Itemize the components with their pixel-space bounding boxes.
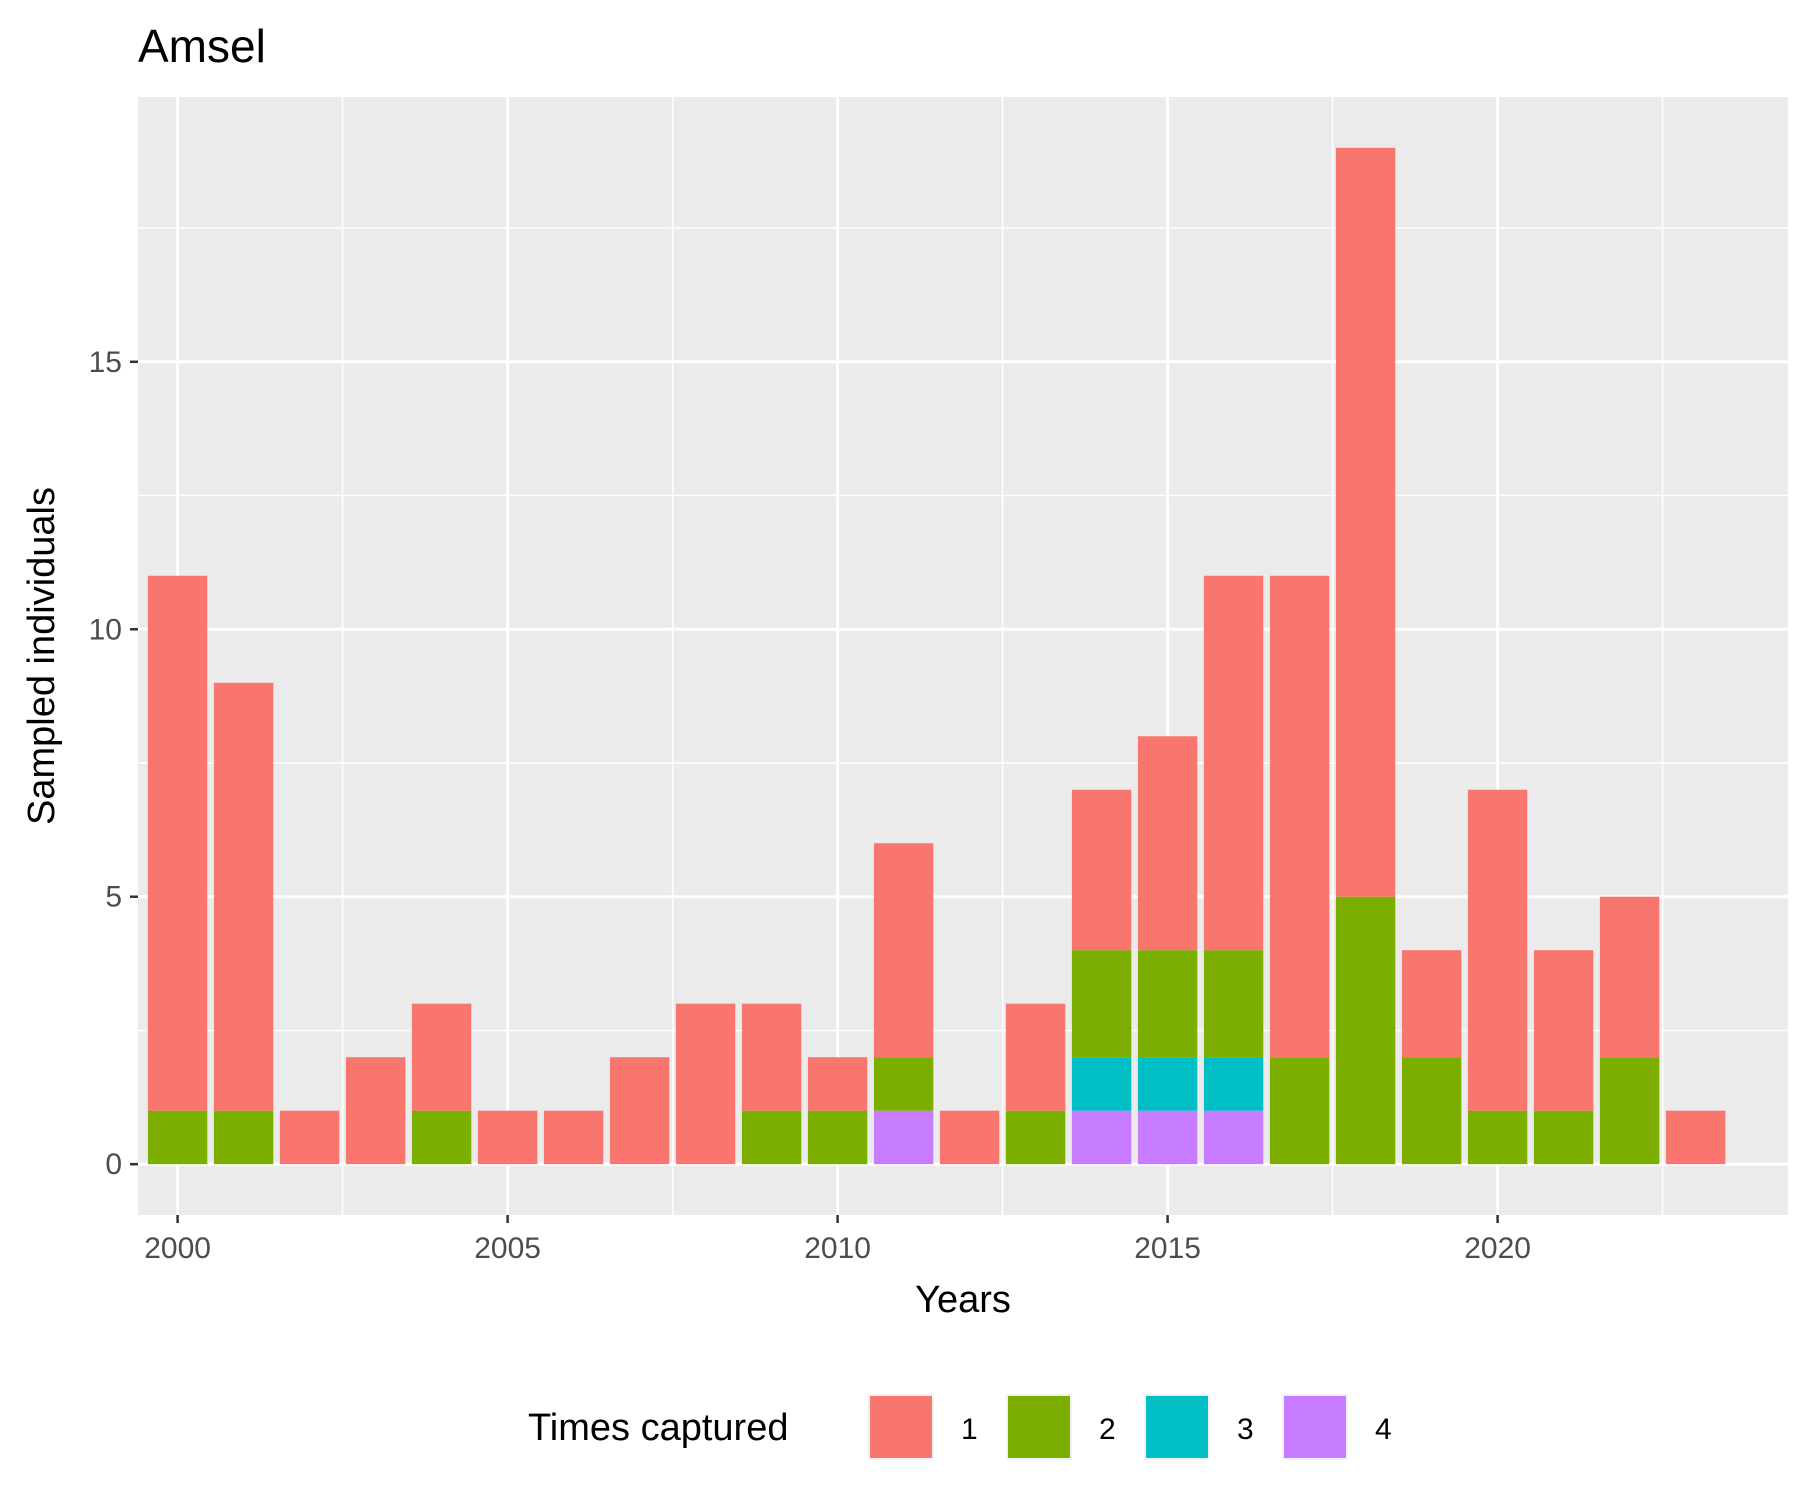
bar-2014-times-2	[1071, 950, 1132, 1058]
bar-2014-times-1	[1071, 789, 1132, 951]
x-tick-label: 2015	[1134, 1232, 1201, 1265]
legend-label-2: 2	[1099, 1413, 1116, 1446]
bar-2015-times-2	[1137, 950, 1198, 1058]
bar-2007-times-1	[609, 1057, 670, 1165]
bar-2016-times-3	[1203, 1057, 1264, 1111]
bar-2017-times-2	[1269, 1057, 1330, 1165]
bar-2015-times-1	[1137, 736, 1198, 951]
bar-2009-times-2	[741, 1110, 802, 1165]
legend-label-3: 3	[1237, 1413, 1254, 1446]
x-axis-title: Years	[915, 1279, 1011, 1321]
y-tick-label: 15	[89, 346, 122, 379]
bar-2021-times-2	[1533, 1110, 1594, 1165]
bar-2018-times-2	[1335, 896, 1396, 1165]
bar-2011-times-1	[873, 843, 934, 1058]
bar-2016-times-4	[1203, 1110, 1264, 1165]
x-tick-label: 2020	[1464, 1232, 1531, 1265]
bar-2004-times-2	[411, 1110, 472, 1165]
bar-2022-times-1	[1599, 896, 1660, 1058]
bar-2008-times-1	[675, 1003, 736, 1165]
x-axis: 2000 2005 2010 2015 2020	[144, 1215, 1531, 1265]
bar-2000-times-1	[147, 575, 208, 1111]
bar-2009-times-1	[741, 1003, 802, 1111]
legend: Times captured 1 2 3 4	[528, 1394, 1392, 1460]
bar-2015-times-4	[1137, 1110, 1198, 1165]
bar-2018-times-1	[1335, 147, 1396, 897]
bar-2023-times-1	[1665, 1110, 1726, 1165]
legend-label-4: 4	[1375, 1413, 1392, 1446]
bar-2003-times-1	[345, 1057, 406, 1165]
legend-swatch-2	[1008, 1396, 1070, 1458]
x-tick-label: 2010	[804, 1232, 871, 1265]
y-axis-title: Sampled individuals	[21, 487, 63, 825]
legend-swatch-4	[1284, 1396, 1346, 1458]
bar-2016-times-1	[1203, 575, 1264, 951]
x-tick-label: 2005	[474, 1232, 541, 1265]
bar-2013-times-1	[1005, 1003, 1066, 1111]
bar-2012-times-1	[939, 1110, 1000, 1165]
x-tick-label: 2000	[144, 1232, 211, 1265]
bar-2022-times-2	[1599, 1057, 1660, 1165]
bar-2002-times-1	[279, 1110, 340, 1165]
legend-swatch-1	[870, 1396, 932, 1458]
bar-2010-times-1	[807, 1057, 868, 1111]
bar-2014-times-4	[1071, 1110, 1132, 1165]
bar-2020-times-2	[1467, 1110, 1528, 1165]
bar-2005-times-1	[477, 1110, 538, 1165]
y-tick-label: 10	[89, 613, 122, 646]
bar-2001-times-1	[213, 682, 274, 1111]
legend-items: 1 2 3 4	[868, 1394, 1392, 1460]
legend-swatch-3	[1146, 1396, 1208, 1458]
bar-2001-times-2	[213, 1110, 274, 1165]
bar-2006-times-1	[543, 1110, 604, 1165]
bar-2004-times-1	[411, 1003, 472, 1111]
bar-2011-times-4	[873, 1110, 934, 1165]
bar-2011-times-2	[873, 1057, 934, 1111]
chart-title: Amsel	[138, 20, 266, 72]
bars	[147, 147, 1726, 1165]
bar-2014-times-3	[1071, 1057, 1132, 1111]
bar-2013-times-2	[1005, 1110, 1066, 1165]
bar-2000-times-2	[147, 1110, 208, 1165]
bar-2010-times-2	[807, 1110, 868, 1165]
bar-2020-times-1	[1467, 789, 1528, 1111]
bar-2015-times-3	[1137, 1057, 1198, 1111]
bar-2021-times-1	[1533, 950, 1594, 1111]
bar-2019-times-2	[1401, 1057, 1462, 1165]
bar-2016-times-2	[1203, 950, 1264, 1058]
legend-title: Times captured	[528, 1407, 788, 1449]
y-tick-label: 5	[105, 881, 122, 914]
legend-label-1: 1	[961, 1413, 978, 1446]
bar-2019-times-1	[1401, 950, 1462, 1058]
y-axis: 0 5 10 15	[89, 346, 138, 1181]
bar-2017-times-1	[1269, 575, 1330, 1058]
y-tick-label: 0	[105, 1148, 122, 1181]
